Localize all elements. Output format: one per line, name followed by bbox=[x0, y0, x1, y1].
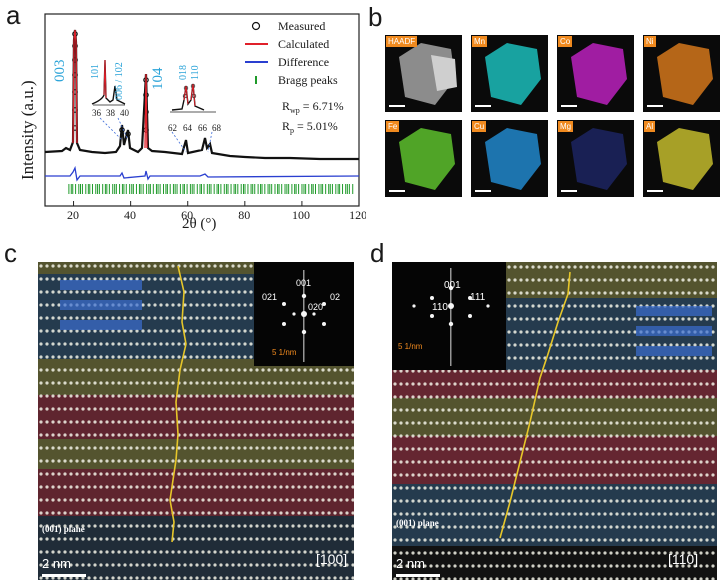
eds-scale-bar bbox=[389, 190, 405, 192]
rwp-value: Rwp = 6.71% bbox=[282, 99, 344, 115]
eds-scale-bar bbox=[475, 105, 491, 107]
xrd-xlabel: 2θ (°) bbox=[182, 216, 216, 232]
eds-map-mn: Mn bbox=[471, 35, 548, 112]
eds-map-label: Mg bbox=[558, 121, 574, 132]
xrd-xtick-label: 20 bbox=[67, 208, 79, 222]
xrd-xtick-label: 80 bbox=[238, 208, 250, 222]
rp-value: Rp = 5.01% bbox=[282, 119, 338, 135]
eds-scale-bar bbox=[647, 190, 663, 192]
inset2-peak-018: 018 bbox=[178, 65, 189, 80]
fft-label-110-d: 110 bbox=[432, 302, 448, 313]
eds-map-label: Mn bbox=[472, 36, 488, 47]
eds-scale-bar bbox=[647, 105, 663, 107]
stem-image-d: 001 110 111 5 1/nm (001) plane [110] 2 n… bbox=[392, 262, 717, 580]
panel-label-b: b bbox=[368, 2, 383, 32]
legend-calculated: Calculated bbox=[278, 37, 329, 51]
panel-label-c: c bbox=[4, 238, 17, 268]
inset2-tick-66: 66 bbox=[198, 123, 208, 133]
eds-map-al: Al bbox=[643, 120, 720, 197]
xrd-xtick-label: 40 bbox=[124, 208, 136, 222]
eds-scale-bar bbox=[475, 190, 491, 192]
xrd-difference-series bbox=[45, 165, 360, 182]
plane-label-c: (001) plane bbox=[42, 524, 85, 534]
xrd-legend: Measured Calculated Difference Bragg pea… bbox=[245, 19, 338, 87]
xrd-inset-1: 101 006 / 102 36 38 40 bbox=[90, 60, 130, 141]
eds-map-ni: Ni bbox=[643, 35, 720, 112]
scale-bar-d bbox=[396, 574, 440, 577]
eds-map-label: Al bbox=[644, 121, 656, 132]
fft-label-020: 020 bbox=[308, 302, 324, 312]
plane-label-d: (001) plane bbox=[396, 518, 439, 528]
xrd-ylabel: Intensity (a.u.) bbox=[18, 80, 37, 180]
peak-label-003: 003 bbox=[52, 60, 68, 83]
eds-map-label: HAADF bbox=[386, 36, 418, 47]
fft-scale-d: 5 1/nm bbox=[398, 342, 423, 351]
eds-map-mg: Mg bbox=[557, 120, 634, 197]
scale-bar-c bbox=[42, 574, 86, 577]
scale-label-d: 2 nm bbox=[396, 556, 425, 571]
legend-difference: Difference bbox=[278, 55, 329, 69]
inset2-tick-62: 62 bbox=[168, 123, 177, 133]
fft-scale-c: 5 1/nm bbox=[272, 348, 297, 357]
panel-label-a: a bbox=[6, 0, 21, 30]
fft-label-02: 02 bbox=[330, 292, 341, 302]
xrd-xtick-label: 100 bbox=[292, 208, 310, 222]
xrd-inset-2: 018 110 62 64 66 68 bbox=[168, 65, 222, 153]
eds-map-label: Ni bbox=[644, 36, 656, 47]
stem-image-c: 001 021 020 02 5 1/nm (001) plane [100] … bbox=[38, 262, 354, 580]
eds-map-haadf: HAADF bbox=[385, 35, 462, 112]
fft-label-021: 021 bbox=[262, 292, 278, 302]
scale-label-c: 2 nm bbox=[42, 556, 71, 571]
inset2-tick-68: 68 bbox=[212, 123, 222, 133]
eds-map-cu: Cu bbox=[471, 120, 548, 197]
inset1-peak-101: 101 bbox=[90, 64, 101, 79]
inset2-tick-64: 64 bbox=[183, 123, 193, 133]
peak-label-104: 104 bbox=[150, 67, 166, 90]
inset1-peak-006-102: 006 / 102 bbox=[114, 62, 125, 100]
crystal-overlay-d bbox=[636, 306, 712, 356]
fft-label-111-d: 111 bbox=[470, 292, 486, 303]
xrd-xtick-label: 120 bbox=[349, 208, 366, 222]
inset2-peak-110: 110 bbox=[190, 65, 201, 80]
eds-scale-bar bbox=[561, 190, 577, 192]
inset1-tick-38: 38 bbox=[106, 108, 116, 118]
crystal-overlay-c bbox=[60, 280, 142, 330]
zone-axis-c: [100] bbox=[316, 551, 348, 567]
zone-axis-d: [110] bbox=[668, 551, 699, 567]
inset1-tick-36: 36 bbox=[92, 108, 102, 118]
eds-map-label: Fe bbox=[386, 121, 400, 132]
xrd-bragg-ticks bbox=[68, 184, 354, 194]
xrd-xtick-label: 60 bbox=[181, 208, 193, 222]
eds-map-co: Co bbox=[557, 35, 634, 112]
fft-label-001: 001 bbox=[296, 278, 312, 288]
legend-bragg: Bragg peaks bbox=[278, 73, 338, 87]
panel-label-d: d bbox=[370, 238, 385, 268]
fft-label-001-d: 001 bbox=[444, 280, 461, 291]
eds-scale-bar bbox=[389, 105, 405, 107]
eds-map-label: Co bbox=[558, 36, 573, 47]
legend-measured: Measured bbox=[278, 19, 325, 33]
inset1-tick-40: 40 bbox=[120, 108, 130, 118]
eds-scale-bar bbox=[561, 105, 577, 107]
xrd-chart: Intensity (a.u.) 20 40 60 80 100 120 2θ (°) 0… bbox=[18, 13, 366, 232]
xrd-xticks: 20 40 60 80 100 120 bbox=[67, 201, 366, 222]
xrd-calculated-series bbox=[72, 29, 148, 149]
eds-map-fe: Fe bbox=[385, 120, 462, 197]
eds-map-label: Cu bbox=[472, 121, 487, 132]
